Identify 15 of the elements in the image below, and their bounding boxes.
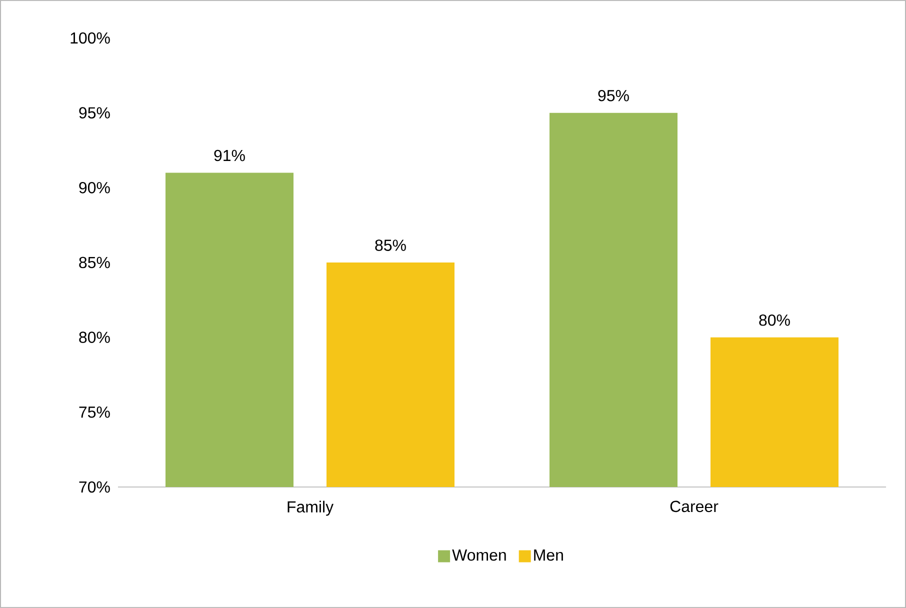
y-tick-label: 85% bbox=[79, 256, 110, 268]
data-label: 91% bbox=[214, 150, 245, 162]
legend-label: Women bbox=[452, 550, 506, 561]
y-tick-label: 75% bbox=[79, 406, 110, 418]
y-tick-label: 95% bbox=[79, 107, 110, 118]
y-tick-label: 70% bbox=[79, 481, 110, 493]
data-label: 80% bbox=[759, 314, 790, 326]
y-tick-label: 100% bbox=[70, 32, 110, 44]
x-tick-label: Career bbox=[670, 500, 718, 512]
legend-label: Men bbox=[534, 550, 563, 561]
data-label: 85% bbox=[375, 240, 406, 251]
y-tick-label: 80% bbox=[79, 332, 110, 343]
data-label: 95% bbox=[598, 90, 629, 102]
x-tick-label: Family bbox=[288, 500, 334, 516]
y-tick-label: 90% bbox=[79, 182, 110, 194]
